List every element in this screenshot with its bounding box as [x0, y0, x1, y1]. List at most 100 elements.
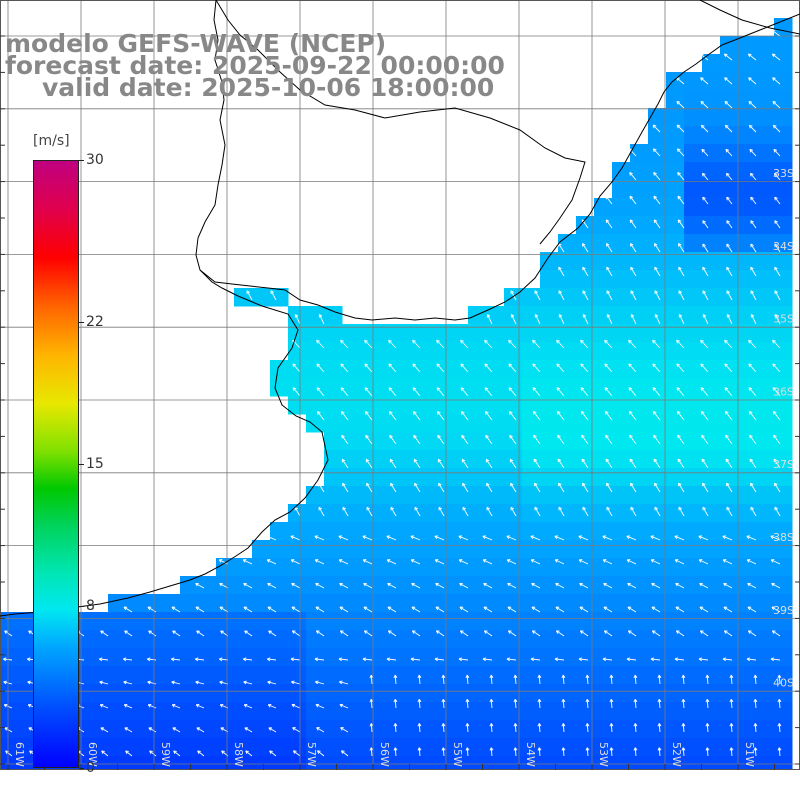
field-cell [486, 612, 505, 631]
wind-arrow [630, 243, 637, 253]
field-cell [594, 342, 613, 361]
wind-arrow [508, 363, 517, 373]
field-cell [486, 540, 505, 559]
field-cell [324, 504, 343, 523]
field-cell [774, 630, 793, 649]
field-cell [324, 396, 343, 415]
field-cell [702, 576, 721, 595]
field-cell [576, 288, 595, 307]
wind-arrow [630, 506, 637, 517]
field-cell [774, 594, 793, 613]
field-cell [702, 594, 721, 613]
field-cell [234, 756, 253, 770]
field-cell [774, 702, 793, 721]
field-cell [684, 504, 703, 523]
field-cell [756, 522, 775, 541]
field-cell [468, 702, 487, 721]
wind-arrow [628, 387, 637, 397]
field-cell [450, 756, 469, 770]
field-cell [684, 180, 703, 199]
field-cell [522, 306, 541, 325]
wind-arrow [676, 410, 685, 421]
field-cell [468, 540, 487, 559]
wind-arrow [604, 387, 613, 397]
field-cell [378, 756, 397, 770]
wind-arrow [195, 606, 205, 613]
field-cell [468, 612, 487, 631]
field-cell [450, 468, 469, 487]
field-cell [594, 450, 613, 469]
field-cell [324, 576, 343, 595]
wind-arrow [100, 630, 109, 637]
border-uruguay [215, 0, 586, 245]
field-cell [774, 324, 793, 343]
field-cell [756, 504, 775, 523]
field-cell [738, 522, 757, 541]
field-cell [450, 324, 469, 343]
field-cell [396, 504, 415, 523]
field-cell [504, 558, 523, 577]
field-cell [774, 36, 793, 55]
field-cell [612, 684, 631, 703]
wind-arrow [582, 266, 589, 277]
field-cell [594, 504, 613, 523]
field-cell [594, 612, 613, 631]
field-cell [720, 684, 739, 703]
field-cell [108, 738, 127, 757]
wind-arrow [99, 657, 109, 662]
field-cell [396, 666, 415, 685]
field-cell [648, 702, 667, 721]
wind-arrow [654, 506, 661, 517]
field-cell [612, 648, 631, 667]
latitude-label: 35S [773, 313, 794, 326]
field-cell [774, 90, 793, 109]
field-cell [648, 612, 667, 631]
field-cell [684, 342, 703, 361]
field-cell [702, 306, 721, 325]
field-cell [738, 216, 757, 235]
field-cell [252, 540, 271, 559]
field-cell [414, 540, 433, 559]
wind-arrow [676, 148, 685, 157]
field-cell [234, 684, 253, 703]
wind-arrow [410, 535, 421, 541]
wind-arrow [243, 657, 253, 662]
wind-arrow [411, 630, 421, 637]
field-cell [486, 738, 505, 757]
wind-arrow [677, 219, 685, 229]
longitude-label: 53W [597, 742, 610, 767]
field-cell [522, 396, 541, 415]
wind-arrow [460, 387, 469, 397]
field-cell [342, 684, 361, 703]
field-cell [738, 324, 757, 343]
field-cell [450, 684, 469, 703]
field-cell [540, 738, 559, 757]
field-cell [540, 540, 559, 559]
field-cell [90, 702, 109, 721]
field-cell [702, 288, 721, 307]
field-cell [378, 666, 397, 685]
wind-arrow [417, 747, 422, 757]
coastline [0, 0, 800, 617]
field-cell [288, 540, 307, 559]
wind-arrow [772, 363, 781, 373]
field-cell [234, 666, 253, 685]
field-cell [450, 378, 469, 397]
wind-arrow [773, 434, 781, 445]
latitude-label: 37S [773, 458, 794, 471]
wind-arrow [630, 290, 637, 301]
field-cell [504, 504, 523, 523]
field-cell [738, 234, 757, 253]
field-cell [576, 666, 595, 685]
wind-arrow [195, 657, 205, 662]
field-cell [432, 324, 451, 343]
field-cell [576, 720, 595, 739]
field-cell [558, 450, 577, 469]
field-cell [756, 756, 775, 770]
field-cell [180, 648, 199, 667]
field-cell [360, 648, 379, 667]
field-cell [756, 180, 775, 199]
wind-arrow [555, 630, 565, 637]
wind-arrow [291, 703, 301, 709]
field-cell [450, 450, 469, 469]
